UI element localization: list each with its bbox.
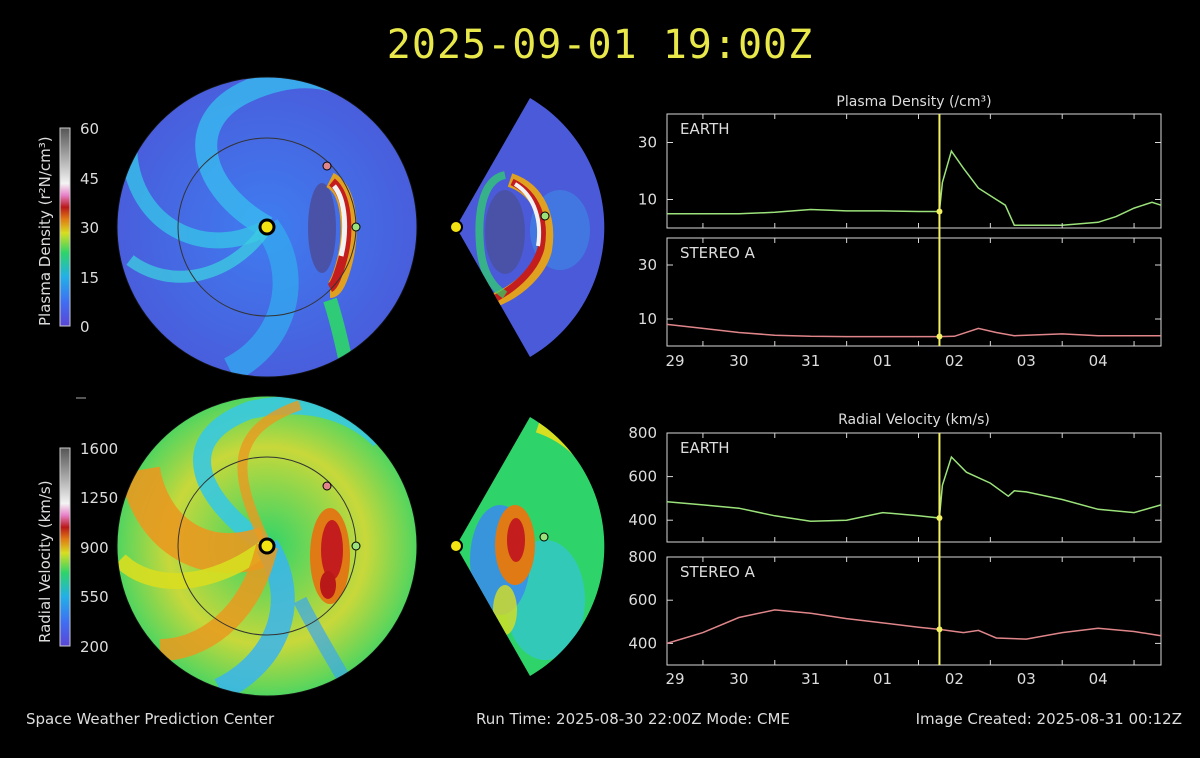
chart-title: Plasma Density (/cm³) <box>836 94 991 110</box>
density-colorbar: 60 45 30 15 0 Plasma Density (r²N/cm³) <box>36 120 99 336</box>
x-tick-label: 30 <box>729 670 748 688</box>
x-tick-label: 31 <box>801 670 820 688</box>
density-colorbar-tick: 30 <box>80 219 99 237</box>
x-tick-label: 03 <box>1017 670 1036 688</box>
chart-title: Radial Velocity (km/s) <box>838 412 990 428</box>
y-tick-label: 400 <box>628 511 657 529</box>
sun-marker <box>258 218 276 236</box>
density-colorbar-gradient <box>59 127 71 327</box>
density-colorbar-tick: 60 <box>80 120 99 138</box>
velocity-colorbar-tick: 1250 <box>80 489 118 507</box>
velocity-ecliptic-map <box>116 395 418 697</box>
time-series-charts: Plasma Density (/cm³) EARTH 30 10 STEREO A 30… <box>628 94 1162 688</box>
x-tick-label: 01 <box>873 352 892 370</box>
velocity-colorbar-tick: 900 <box>80 539 109 557</box>
earth-marker <box>539 532 549 542</box>
page-title: 2025-09-01 19:00Z <box>386 22 814 68</box>
panel-label: STEREO A <box>680 563 756 581</box>
x-tick-label: 02 <box>945 670 964 688</box>
x-tick-label: 04 <box>1089 352 1108 370</box>
velocity-colorbar: 1600 1250 900 550 200 Radial Velocity (k… <box>36 440 118 656</box>
earth-marker <box>540 211 550 221</box>
chart-panel-frame <box>666 556 1162 666</box>
velocity-colorbar-tick: 1600 <box>80 440 118 458</box>
y-tick-label: 10 <box>638 310 657 328</box>
chart-panel-frame <box>666 237 1162 347</box>
x-tick-label: 31 <box>801 352 820 370</box>
panel-label: EARTH <box>680 120 730 138</box>
stereo-a-marker <box>322 481 332 491</box>
series-line-stereo-a <box>666 323 1161 338</box>
y-tick-label: 30 <box>638 256 657 274</box>
velocity-colorbar-tick: 550 <box>80 588 109 606</box>
x-tick-label: 29 <box>665 352 684 370</box>
y-tick-label: 30 <box>638 134 657 152</box>
density-colorbar-label: Plasma Density (r²N/cm³) <box>36 136 54 326</box>
footer-organization: Space Weather Prediction Center <box>26 710 275 728</box>
chart-panel-frame <box>666 432 1162 543</box>
series-line-earth <box>666 455 1162 523</box>
velocity-colorbar-tick: 200 <box>80 638 109 656</box>
x-tick-label: 03 <box>1017 352 1036 370</box>
velocity-meridional-wedge <box>449 417 605 676</box>
chart-panel-frame <box>666 113 1162 229</box>
y-tick-label: 400 <box>628 634 657 652</box>
sun-marker <box>449 539 463 553</box>
sun-marker <box>258 537 276 555</box>
y-tick-label: 600 <box>628 468 657 486</box>
y-tick-label: 800 <box>628 424 657 442</box>
sun-marker <box>449 220 463 234</box>
y-tick-label: 800 <box>628 548 657 566</box>
x-tick-label: 02 <box>945 352 964 370</box>
earth-marker <box>351 222 361 232</box>
x-tick-label: 01 <box>873 670 892 688</box>
velocity-colorbar-gradient <box>59 447 71 647</box>
density-colorbar-tick: 45 <box>80 170 99 188</box>
density-meridional-wedge <box>449 98 605 357</box>
x-tick-label: 29 <box>665 670 684 688</box>
footer-run-info: Run Time: 2025-08-30 22:00Z Mode: CME <box>476 710 790 728</box>
panel-label: STEREO A <box>680 244 756 262</box>
stereo-a-marker <box>322 161 332 171</box>
velocity-colorbar-label: Radial Velocity (km/s) <box>36 480 54 643</box>
density-colorbar-tick: 15 <box>80 269 99 287</box>
series-line-earth <box>667 149 1162 226</box>
x-tick-label: 30 <box>729 352 748 370</box>
y-tick-label: 600 <box>628 591 657 609</box>
x-tick-label: 04 <box>1089 670 1108 688</box>
density-ecliptic-map <box>116 76 418 378</box>
panel-label: EARTH <box>680 439 730 457</box>
y-tick-label: 10 <box>638 191 657 209</box>
earth-marker <box>351 541 361 551</box>
density-colorbar-tick: 0 <box>80 318 90 336</box>
footer-image-created: Image Created: 2025-08-31 00:12Z <box>915 710 1182 728</box>
